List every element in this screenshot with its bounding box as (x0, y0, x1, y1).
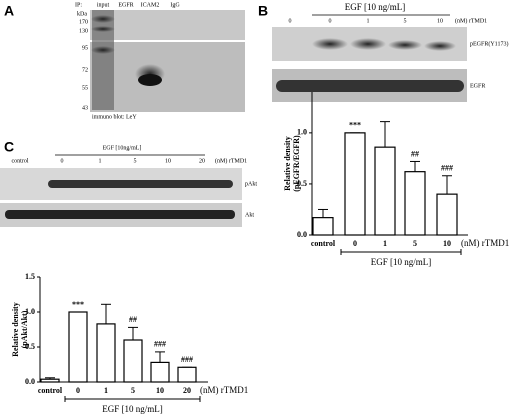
lane-label: 20 (199, 158, 205, 164)
bar (68, 311, 88, 383)
y-tick-label: 0.0 (25, 377, 35, 386)
blot-b (272, 27, 467, 102)
annotation: *** (72, 300, 84, 309)
blot-caption: immuno blot: LeY (92, 114, 137, 120)
y-tick-label: 0.5 (297, 179, 307, 188)
lane-label: IgG (170, 2, 180, 8)
treatment-label: EGF [10 ng/mL] (345, 2, 406, 12)
marker-label: 95 (82, 45, 88, 51)
kda-label: kDa (77, 11, 87, 17)
ip-label: IP: (75, 2, 82, 8)
annotation: ## (129, 315, 137, 324)
bar (150, 361, 170, 383)
lane-label: 10 (437, 18, 443, 24)
lane-label: 1 (367, 18, 370, 24)
lane-label: control (12, 158, 29, 164)
y-tick-label: 1.5 (25, 272, 35, 281)
x-tick-label: 20 (183, 386, 191, 395)
lane-label: 5 (404, 18, 407, 24)
unit-label: (nM) rTMD1 (461, 238, 509, 248)
marker-label: 72 (82, 67, 88, 73)
lane-label: input (97, 2, 110, 8)
unit-label: (nM) rTMD1 (215, 157, 247, 164)
bar (436, 193, 458, 236)
unit-label: (nM) rTMD1 (455, 17, 487, 24)
marker-label: 43 (82, 105, 88, 111)
x-tick-label: 1 (104, 386, 108, 395)
bar (312, 217, 334, 236)
blot-c (0, 168, 242, 227)
bar (374, 146, 396, 236)
lane-label: 5 (134, 158, 137, 164)
annotation: ### (441, 164, 453, 173)
lane-label: EGFR (118, 2, 133, 8)
lane-label: 0 (289, 18, 292, 24)
y-tick-label: 1.0 (25, 307, 35, 316)
x-tick-label: 10 (156, 386, 164, 395)
band-label: EGFR (470, 83, 485, 89)
x-tick-label: control (311, 239, 336, 248)
annotation: ### (181, 355, 193, 364)
y-axis-label: Relative density (11, 302, 20, 356)
bar (123, 339, 143, 383)
marker-label: 130 (79, 28, 88, 34)
y-axis-label: Relative density (283, 136, 292, 190)
lane-label: ICAM2 (141, 2, 160, 8)
group-label: EGF [10 ng/mL] (102, 404, 163, 414)
x-tick-label: 10 (443, 239, 451, 248)
lane-label: 1 (99, 158, 102, 164)
panel-label: B (258, 3, 268, 19)
unit-label: (nM) rTMD1 (200, 385, 248, 395)
blot-a (90, 10, 245, 112)
bar (404, 171, 426, 236)
x-tick-label: 5 (413, 239, 417, 248)
y-axis-label: (pAkt/Akt) (20, 310, 29, 348)
bar (40, 378, 60, 383)
group-label: EGF [10 ng/mL] (371, 257, 432, 267)
y-tick-label: 0.0 (297, 230, 307, 239)
panel-label: A (4, 3, 14, 19)
y-axis-label: (pEGFR/EGFR) (292, 135, 301, 192)
band-label: pEGFR(Y1173) (470, 40, 508, 47)
lane-label: 0 (61, 158, 64, 164)
lane-label: 10 (165, 158, 171, 164)
bar (96, 323, 116, 383)
x-tick-label: 0 (76, 386, 80, 395)
treatment-label: EGF [10ng/mL] (103, 145, 142, 151)
band-label: pAkt (245, 181, 257, 187)
y-tick-label: 0.5 (25, 342, 35, 351)
annotation: *** (349, 121, 361, 130)
y-tick-label: 1.0 (297, 128, 307, 137)
panel-label: C (4, 139, 14, 155)
bar (344, 132, 366, 236)
band-label: Akt (245, 212, 254, 218)
marker-label: 55 (82, 85, 88, 91)
x-tick-label: 5 (131, 386, 135, 395)
bar (177, 366, 197, 383)
marker-label: 170 (79, 19, 88, 25)
x-tick-label: control (38, 386, 63, 395)
x-tick-label: 1 (383, 239, 387, 248)
annotation: ### (154, 340, 166, 349)
x-tick-label: 0 (353, 239, 357, 248)
lane-label: 0 (329, 18, 332, 24)
annotation: ## (411, 149, 419, 158)
